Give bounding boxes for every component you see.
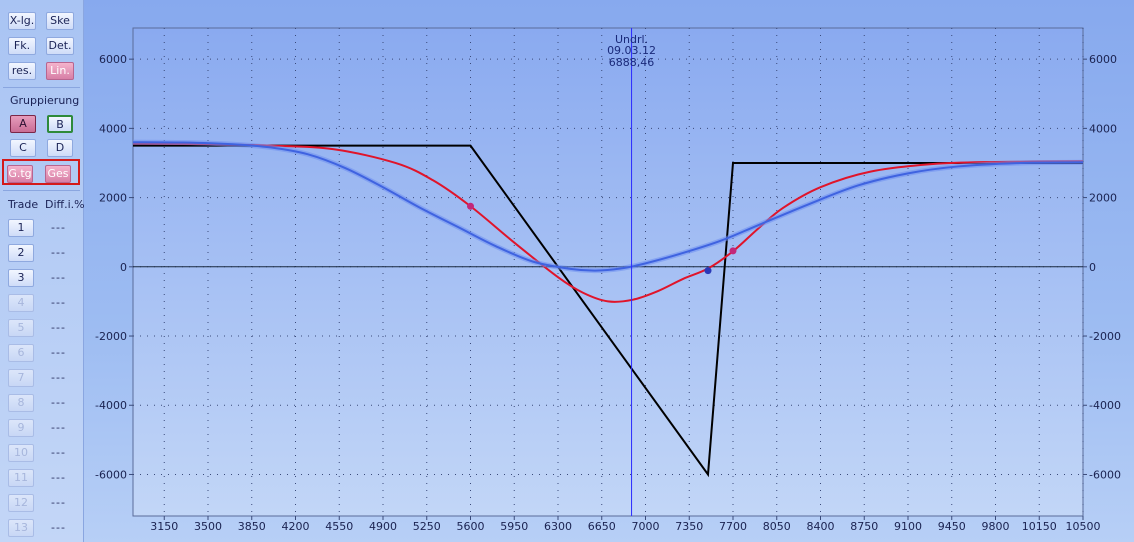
trade-button-13: 13: [8, 519, 34, 537]
y-tick-label-right: 4000: [1089, 122, 1117, 135]
highlight-box: [2, 159, 80, 185]
divider: [3, 190, 80, 191]
x-tick-label: 5250: [413, 520, 441, 533]
trade-button-10: 10: [8, 444, 34, 462]
trade-button-5: 5: [8, 319, 34, 337]
x-tick-label: 4900: [369, 520, 397, 533]
y-tick-label-right: 2000: [1089, 192, 1117, 205]
x-tick-label: 3500: [194, 520, 222, 533]
y-tick-label-left: 6000: [99, 53, 127, 66]
trade-button-1[interactable]: 1: [8, 219, 34, 237]
series-blue-line: [132, 141, 1084, 272]
x-tick-label: 10150: [1022, 520, 1057, 533]
y-tick-label-right: -4000: [1089, 399, 1121, 412]
trade-diff-9: ---: [51, 421, 66, 434]
toolbar-button-xlg[interactable]: X-lg.: [8, 12, 36, 30]
x-tick-label: 6300: [544, 520, 572, 533]
x-tick-label: 9100: [894, 520, 922, 533]
y-axis: 6000 6000 4000 4000 2000 2000 0 0 -2000 -2000 -400…: [95, 53, 1121, 481]
group-button-d[interactable]: D: [47, 139, 73, 157]
markers-group: [467, 202, 737, 275]
x-tick-label: 5600: [457, 520, 485, 533]
grid: [133, 28, 1084, 516]
group-button-c[interactable]: C: [10, 139, 36, 157]
trade-diff-1: ---: [51, 221, 66, 234]
trade-diff-8: ---: [51, 396, 66, 409]
underlying-value: 6888,46: [609, 56, 655, 69]
trade-diff-12: ---: [51, 496, 66, 509]
trade-diff-13: ---: [51, 521, 66, 534]
x-tick-label: 5950: [500, 520, 528, 533]
y-tick-label-left: 2000: [99, 192, 127, 205]
x-tick-label: 8400: [807, 520, 835, 533]
trade-button-3[interactable]: 3: [8, 269, 34, 287]
data-point-marker: [729, 247, 737, 255]
trade-diff-4: ---: [51, 296, 66, 309]
series-expiry-line: [133, 144, 1083, 478]
trade-diff-11: ---: [51, 471, 66, 484]
trade-button-6: 6: [8, 344, 34, 362]
x-tick-label: 4550: [325, 520, 353, 533]
y-tick-label-left: -2000: [95, 330, 127, 343]
y-tick-label-right: -6000: [1089, 468, 1121, 481]
trade-diff-10: ---: [51, 446, 66, 459]
group-button-ges[interactable]: Ges: [45, 165, 71, 183]
trade-button-12: 12: [8, 494, 34, 512]
trade-button-11: 11: [8, 469, 34, 487]
trade-button-4: 4: [8, 294, 34, 312]
group-button-a[interactable]: A: [10, 115, 36, 133]
trade-button-9: 9: [8, 419, 34, 437]
x-tick-label: 9800: [982, 520, 1010, 533]
underlying-date: 09.03.12: [607, 44, 656, 57]
x-tick-label: 8050: [763, 520, 791, 533]
y-tick-label-right: 0: [1089, 261, 1096, 274]
trade-button-7: 7: [8, 369, 34, 387]
x-tick-label: 8750: [850, 520, 878, 533]
x-tick-label: 10500: [1066, 520, 1101, 533]
group-button-gtg[interactable]: G.tg: [7, 165, 33, 183]
x-tick-label: 9450: [938, 520, 966, 533]
trade-diff-3: ---: [51, 271, 66, 284]
y-tick-label-left: -4000: [95, 399, 127, 412]
trade-diff-5: ---: [51, 321, 66, 334]
x-tick-label: 4200: [282, 520, 310, 533]
x-tick-label: 6650: [588, 520, 616, 533]
divider: [3, 87, 80, 88]
x-tick-label: 7000: [632, 520, 660, 533]
x-tick-label: 7350: [675, 520, 703, 533]
trade-button-2[interactable]: 2: [8, 244, 34, 262]
grouping-label: Gruppierung: [10, 94, 80, 107]
toolbar-button-det[interactable]: Det.: [46, 37, 74, 55]
y-tick-label-left: 4000: [99, 122, 127, 135]
y-tick-label-right: -2000: [1089, 330, 1121, 343]
trade-diff-6: ---: [51, 346, 66, 359]
trade-header: Trade: [8, 198, 39, 211]
group-button-b[interactable]: B: [47, 115, 73, 133]
underlying-label: Undrl.: [615, 33, 648, 46]
toolbar-button-lin[interactable]: Lin.: [46, 62, 74, 80]
trade-diff-7: ---: [51, 371, 66, 384]
y-tick-label-left: 0: [120, 261, 127, 274]
y-tick-label-left: -6000: [95, 468, 127, 481]
x-tick-label: 3850: [238, 520, 266, 533]
trade-button-8: 8: [8, 394, 34, 412]
x-tick-label: 7700: [719, 520, 747, 533]
y-tick-label-right: 6000: [1089, 53, 1117, 66]
trade-diff-2: ---: [51, 246, 66, 259]
toolbar-button-res[interactable]: res.: [8, 62, 36, 80]
sidebar: X-lg. Ske Fk. Det. res. Lin. Gruppierung A B C D G.…: [0, 0, 85, 542]
series-red-line: [132, 142, 1084, 303]
x-tick-label: 3150: [150, 520, 178, 533]
diff-header: Diff.i.%: [45, 198, 85, 211]
series-group: [132, 139, 1084, 478]
data-point-marker: [467, 202, 474, 210]
data-point-marker: [704, 267, 712, 275]
x-axis: 3150 3500 3850 4200 4550 4900 5250 5600 5950 6300…: [150, 516, 1101, 533]
toolbar-button-fk[interactable]: Fk.: [8, 37, 36, 55]
toolbar-button-ske[interactable]: Ske: [46, 12, 74, 30]
